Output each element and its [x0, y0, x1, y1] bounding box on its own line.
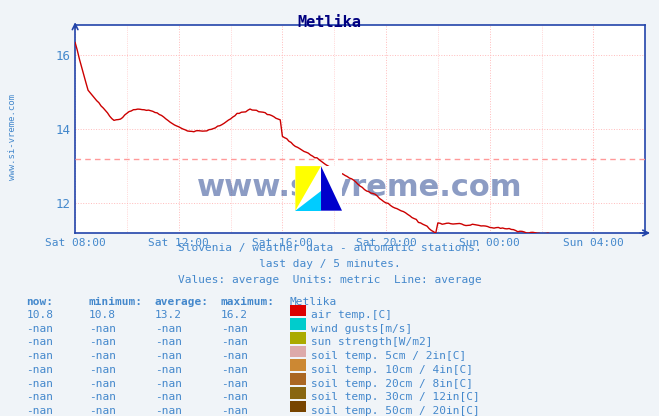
Text: Values: average  Units: metric  Line: average: Values: average Units: metric Line: aver…: [178, 275, 481, 285]
Text: -nan: -nan: [26, 379, 53, 389]
Text: -nan: -nan: [221, 379, 248, 389]
Text: -nan: -nan: [155, 406, 182, 416]
Text: 10.8: 10.8: [89, 310, 116, 320]
Text: now:: now:: [26, 297, 53, 307]
Text: Metlika: Metlika: [298, 15, 361, 30]
Text: 10.8: 10.8: [26, 310, 53, 320]
Text: -nan: -nan: [26, 324, 53, 334]
Text: minimum:: minimum:: [89, 297, 143, 307]
Text: -nan: -nan: [89, 351, 116, 361]
Text: -nan: -nan: [26, 351, 53, 361]
Text: -nan: -nan: [89, 337, 116, 347]
Text: -nan: -nan: [155, 337, 182, 347]
Text: -nan: -nan: [221, 392, 248, 402]
Text: -nan: -nan: [89, 324, 116, 334]
Text: sun strength[W/m2]: sun strength[W/m2]: [311, 337, 432, 347]
Text: average:: average:: [155, 297, 209, 307]
Text: www.si-vreme.com: www.si-vreme.com: [198, 173, 523, 202]
Text: -nan: -nan: [221, 324, 248, 334]
Text: -nan: -nan: [221, 406, 248, 416]
Text: soil temp. 10cm / 4in[C]: soil temp. 10cm / 4in[C]: [311, 365, 473, 375]
Text: -nan: -nan: [155, 392, 182, 402]
Text: -nan: -nan: [155, 324, 182, 334]
Text: soil temp. 20cm / 8in[C]: soil temp. 20cm / 8in[C]: [311, 379, 473, 389]
Text: wind gusts[m/s]: wind gusts[m/s]: [311, 324, 413, 334]
Polygon shape: [321, 166, 342, 210]
Text: soil temp. 5cm / 2in[C]: soil temp. 5cm / 2in[C]: [311, 351, 467, 361]
Text: -nan: -nan: [26, 392, 53, 402]
Text: -nan: -nan: [89, 406, 116, 416]
Text: -nan: -nan: [221, 351, 248, 361]
Polygon shape: [295, 191, 321, 210]
Text: Slovenia / weather data - automatic stations.: Slovenia / weather data - automatic stat…: [178, 243, 481, 253]
Text: -nan: -nan: [89, 392, 116, 402]
Text: -nan: -nan: [26, 337, 53, 347]
Text: air temp.[C]: air temp.[C]: [311, 310, 392, 320]
Text: -nan: -nan: [89, 379, 116, 389]
Text: 13.2: 13.2: [155, 310, 182, 320]
Text: -nan: -nan: [221, 365, 248, 375]
Text: last day / 5 minutes.: last day / 5 minutes.: [258, 259, 401, 269]
Text: maximum:: maximum:: [221, 297, 275, 307]
Text: -nan: -nan: [221, 337, 248, 347]
Text: www.si-vreme.com: www.si-vreme.com: [8, 94, 17, 180]
Bar: [295, 166, 342, 210]
Text: Metlika: Metlika: [290, 297, 337, 307]
Text: -nan: -nan: [155, 365, 182, 375]
Text: -nan: -nan: [155, 379, 182, 389]
Text: -nan: -nan: [26, 365, 53, 375]
Text: 16.2: 16.2: [221, 310, 248, 320]
Text: -nan: -nan: [26, 406, 53, 416]
Text: soil temp. 30cm / 12in[C]: soil temp. 30cm / 12in[C]: [311, 392, 480, 402]
Polygon shape: [295, 166, 321, 210]
Text: -nan: -nan: [155, 351, 182, 361]
Text: -nan: -nan: [89, 365, 116, 375]
Text: soil temp. 50cm / 20in[C]: soil temp. 50cm / 20in[C]: [311, 406, 480, 416]
